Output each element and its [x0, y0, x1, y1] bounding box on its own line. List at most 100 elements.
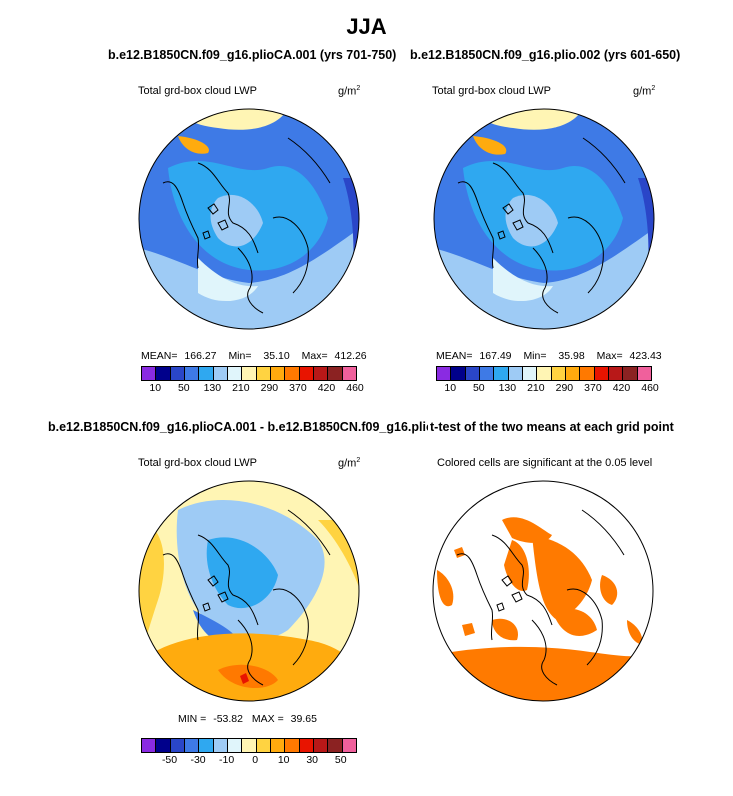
- colorbar-cell: [227, 739, 243, 752]
- polar-map-bottom-left: [138, 480, 360, 702]
- lwp-field-central: [505, 194, 558, 247]
- colorbar-top-left: [141, 366, 357, 381]
- colorbar-tick-label: 10: [149, 382, 162, 394]
- colorbar-cell: [299, 739, 314, 752]
- lwp-field-atlantic: [198, 258, 258, 302]
- map-border: [138, 480, 360, 702]
- colorbar-cell: [285, 739, 300, 752]
- colorbar-cell: [270, 367, 286, 380]
- colorbar-cell: [594, 367, 609, 380]
- colorbar-cell: [608, 367, 624, 380]
- colorbar-tick-label: 370: [584, 382, 602, 394]
- significance-region: [552, 608, 597, 636]
- colorbar-cell: [313, 739, 329, 752]
- colorbar-tick-label: -50: [161, 754, 178, 766]
- colorbar-cell: [565, 367, 581, 380]
- colorbar-tick-label: 50: [472, 382, 485, 394]
- lwp-field-atlantic: [493, 258, 553, 302]
- colorbar-cell: [199, 367, 214, 380]
- map-border: [138, 108, 360, 330]
- significance-region: [600, 575, 618, 605]
- colorbar-cell: [170, 367, 185, 380]
- colorbar-cell: [437, 367, 452, 380]
- colorbar-cell: [328, 739, 343, 752]
- colorbar-tick-label: 460: [641, 382, 659, 394]
- colorbar-cell: [142, 367, 157, 380]
- significance-region: [437, 570, 454, 607]
- units-top-right: g/m2: [633, 85, 656, 98]
- colorbar-cell: [328, 367, 343, 380]
- lwp-field-south-band: [139, 228, 359, 329]
- colorbar-cell: [184, 739, 200, 752]
- coastlines: [457, 137, 626, 314]
- lwp-field-south-band: [434, 228, 654, 329]
- colorbar-labels-top-left: 10 50 130 210 290 370 420 460: [141, 382, 363, 396]
- colorbar-cell: [637, 367, 651, 380]
- colorbar-cell: [342, 367, 356, 380]
- colorbar-tick-label: 290: [555, 382, 574, 394]
- diff-field-max: [240, 673, 249, 684]
- colorbar-cell: [537, 367, 552, 380]
- colorbar-tick-label: 50: [334, 754, 347, 766]
- colorbar-labels-bottom-left: -50 -30 -10 0 10 30 50: [141, 754, 355, 768]
- colorbar-tick-label: 130: [498, 382, 517, 394]
- significance-region: [502, 517, 552, 543]
- map-border: [433, 108, 655, 330]
- significance-region: [454, 547, 465, 558]
- colorbar-cell: [494, 367, 509, 380]
- variable-title-top-right: Total grd-box cloud LWP: [432, 85, 552, 97]
- colorbar-cell: [580, 367, 595, 380]
- colorbar-cell: [508, 367, 523, 380]
- colorbar-cell: [623, 367, 638, 380]
- variable-title-bottom-left: Total grd-box cloud LWP: [138, 457, 258, 469]
- colorbar-cell: [213, 739, 228, 752]
- colorbar-cell: [170, 739, 185, 752]
- colorbar-cell: [156, 739, 171, 752]
- lwp-field-maximum: [473, 136, 507, 155]
- lwp-field-maximum: [178, 136, 209, 154]
- colorbar-tick-label: 370: [289, 382, 307, 394]
- main-title: JJA: [346, 14, 387, 39]
- colorbar-cell: [522, 367, 538, 380]
- colorbar-tick-label: 10: [444, 382, 457, 394]
- panel-title-top-right: b.e12.B1850CN.f09_g16.plio.002 (yrs 601-…: [410, 48, 681, 62]
- diff-field-negative-core: [206, 537, 278, 609]
- colorbar-cell: [299, 367, 314, 380]
- colorbar-cell: [142, 739, 157, 752]
- polar-map-top-left: [138, 108, 360, 330]
- coastlines: [162, 509, 331, 686]
- colorbar-tick-label: 420: [612, 382, 631, 394]
- colorbar-tick-label: 210: [232, 382, 250, 394]
- colorbar-top-right: [436, 366, 652, 381]
- colorbar-cell: [551, 367, 566, 380]
- colorbar-cell: [313, 367, 329, 380]
- colorbar-cell: [270, 739, 286, 752]
- stats-top-right: MEAN= 167.49 Min= 35.98 Max= 423.43: [436, 350, 662, 362]
- colorbar-cell: [256, 739, 271, 752]
- significance-region: [462, 623, 475, 636]
- colorbar-cell: [285, 367, 300, 380]
- colorbar-tick-label: 290: [260, 382, 279, 394]
- map-border: [432, 480, 654, 702]
- colorbar-cell: [256, 367, 271, 380]
- polar-map-top-right: [433, 108, 655, 330]
- colorbar-tick-label: 210: [527, 382, 545, 394]
- colorbar-cell: [342, 739, 356, 752]
- colorbar-cell: [156, 367, 171, 380]
- units-bottom-left: g/m2: [338, 457, 361, 470]
- significance-region: [532, 535, 592, 620]
- colorbar-tick-label: -30: [190, 754, 206, 766]
- colorbar-tick-label: 10: [277, 754, 290, 766]
- stats-top-left: MEAN= 166.27 Min= 35.10 Max= 412.26: [141, 350, 367, 362]
- panel-title-bottom-left: b.e12.B1850CN.f09_g16.plioCA.001 - b.e12…: [48, 420, 458, 434]
- significance-region: [627, 620, 643, 645]
- colorbar-bottom-left: [141, 738, 357, 753]
- colorbar-tick-label: 0: [252, 754, 259, 766]
- coastlines: [456, 509, 625, 686]
- colorbar-cell: [242, 739, 257, 752]
- lwp-field-central: [210, 194, 263, 247]
- colorbar-cell: [479, 367, 495, 380]
- colorbar-cell: [199, 739, 214, 752]
- stats-bottom-left: MIN = -53.82 MAX = 39.65: [178, 713, 317, 725]
- significance-region: [492, 618, 518, 641]
